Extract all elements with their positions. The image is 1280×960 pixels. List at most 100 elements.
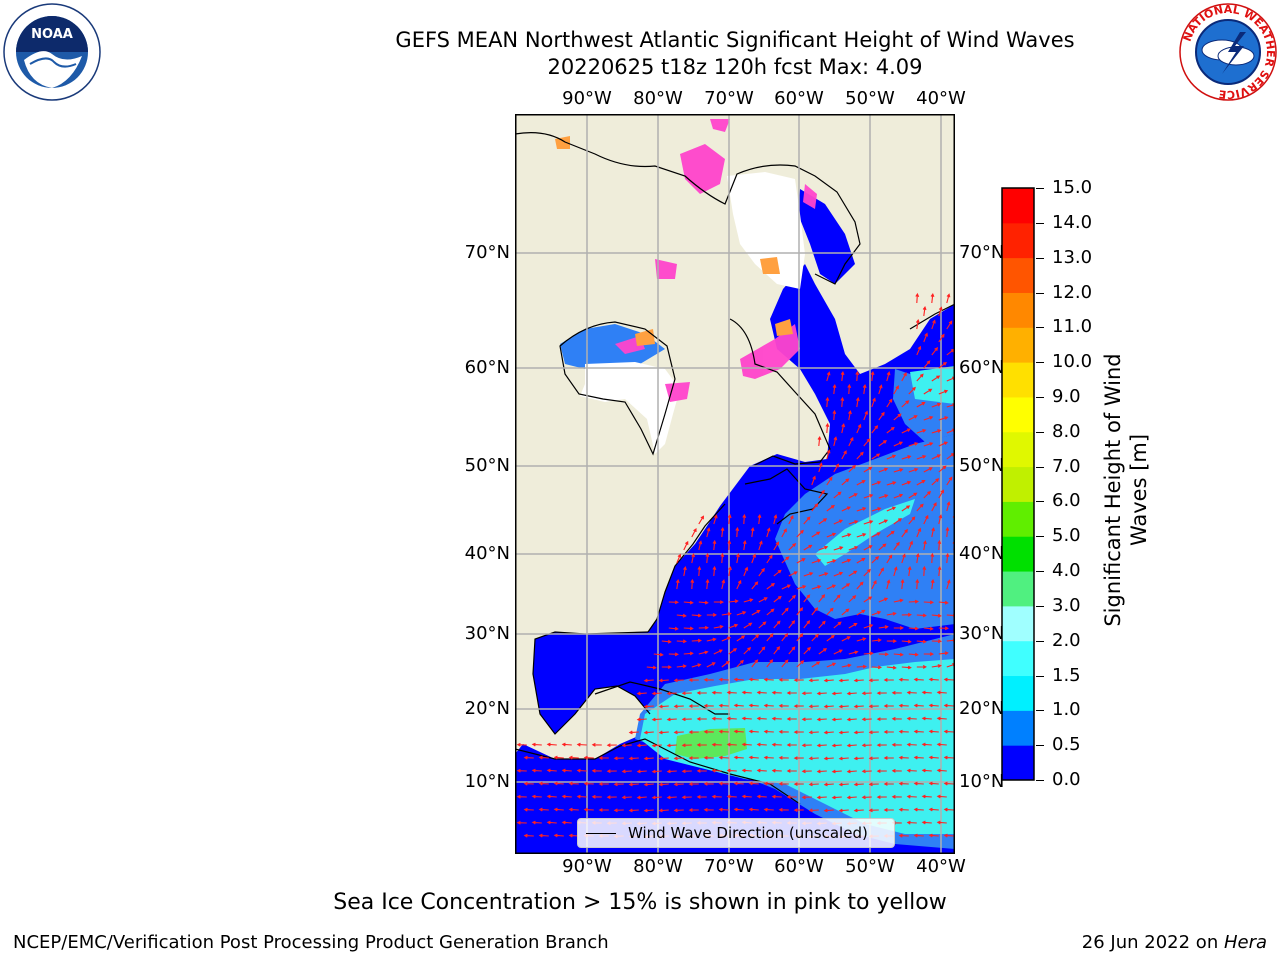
wind-arrow [758, 646, 766, 655]
wind-arrow [796, 660, 805, 668]
wind-arrow [901, 553, 906, 564]
wind-arrow [832, 383, 837, 395]
wind-arrow [628, 782, 639, 787]
wind-arrow [906, 716, 917, 721]
wind-arrow [786, 691, 797, 695]
wind-arrow [706, 662, 716, 668]
wind-arrow [666, 795, 677, 800]
wind-arrow [766, 554, 773, 564]
wind-arrow [833, 491, 842, 499]
wind-arrow [861, 769, 872, 774]
wind-arrow [793, 678, 804, 682]
wind-arrow [733, 755, 744, 760]
wind-arrow [598, 808, 609, 812]
wind-arrow [818, 620, 826, 629]
wind-arrow [893, 541, 900, 551]
wind-arrow [757, 513, 762, 525]
lon-label-top: 60°W [774, 88, 824, 109]
wind-arrow [538, 781, 549, 786]
wind-arrow [908, 516, 916, 525]
wind-arrow [801, 769, 812, 774]
wind-arrow [916, 665, 927, 669]
wind-arrow [741, 768, 752, 773]
wind-arrow [838, 756, 849, 761]
wind-arrow [718, 807, 729, 812]
wind-arrow [823, 808, 834, 813]
wind-arrow [901, 372, 907, 382]
wind-arrow [781, 607, 789, 616]
lon-label-bottom: 50°W [845, 856, 895, 877]
coast-gulf [532, 631, 651, 735]
wind-arrow [703, 677, 714, 682]
wind-arrow [915, 578, 920, 590]
colorbar-tick-mark [1036, 710, 1044, 712]
lon-label-bottom: 90°W [562, 856, 612, 877]
wind-arrow [861, 795, 872, 800]
wind-arrow [681, 743, 692, 748]
colorbar-tick-label: 6.0 [1052, 490, 1081, 512]
wind-arrow [675, 578, 680, 590]
wind-arrow [856, 533, 867, 538]
colorbar-tick-mark [1036, 640, 1044, 642]
wind-arrow [871, 610, 882, 616]
wind-arrow [568, 755, 579, 760]
colorbar-tick-mark [1036, 222, 1044, 224]
wind-arrow [688, 704, 699, 708]
wind-arrow [871, 532, 881, 538]
wind-arrow [886, 530, 895, 538]
lon-label-top: 90°W [562, 88, 612, 109]
wind-arrow [871, 507, 882, 512]
wind-arrow [803, 572, 814, 577]
wind-arrow [901, 428, 911, 434]
wind-arrow [923, 442, 934, 447]
wind-arrow [921, 690, 932, 695]
wind-arrow [676, 613, 687, 618]
wind-arrow [931, 346, 939, 356]
lon-label-top: 70°W [704, 88, 754, 109]
wind-arrow [878, 543, 887, 551]
colorbar-tick-label: 3.0 [1052, 594, 1081, 616]
wind-arrow [703, 755, 714, 760]
wind-arrow [818, 545, 829, 551]
wind-arrow [868, 730, 879, 735]
wind-arrow [771, 716, 782, 721]
wind-arrow [751, 634, 760, 642]
wind-arrow [862, 383, 867, 395]
colorbar-segment [1002, 362, 1034, 398]
wind-arrow [847, 383, 852, 395]
wind-arrow [876, 795, 887, 799]
wind-arrow [846, 717, 857, 722]
wind-arrow [891, 742, 902, 747]
wind-arrow [748, 781, 759, 786]
wind-arrow [893, 413, 902, 421]
wind-arrow [833, 571, 844, 577]
wind-arrow [788, 542, 797, 551]
wind-arrow [946, 320, 953, 330]
wind-arrow [863, 520, 874, 525]
wind-arrow [945, 526, 950, 538]
wind-arrow [883, 678, 894, 682]
wind-arrow [666, 691, 677, 696]
lat-label-right: 10°N [959, 771, 1005, 792]
wind-arrow [923, 490, 932, 499]
wind-arrow [853, 782, 864, 787]
wind-arrow [703, 781, 714, 786]
coast-south-america [515, 738, 801, 805]
wind-arrow [938, 489, 944, 499]
wind-arrow [923, 360, 931, 369]
wind-arrow [691, 613, 702, 618]
wind-arrow [786, 795, 797, 799]
wind-arrow [833, 463, 839, 473]
wind-arrow [863, 596, 873, 603]
wind-arrow [643, 808, 654, 813]
wind-arrow [937, 539, 942, 551]
wave-height-map [515, 114, 955, 854]
wind-arrow [861, 743, 872, 748]
wind-arrow [848, 436, 854, 447]
wind-arrow [811, 531, 821, 538]
wind-arrow [931, 664, 942, 668]
wind-arrow [816, 691, 827, 696]
wind-arrow [688, 756, 699, 760]
wind-arrow [676, 639, 687, 644]
lon-label-top: 80°W [633, 88, 683, 109]
